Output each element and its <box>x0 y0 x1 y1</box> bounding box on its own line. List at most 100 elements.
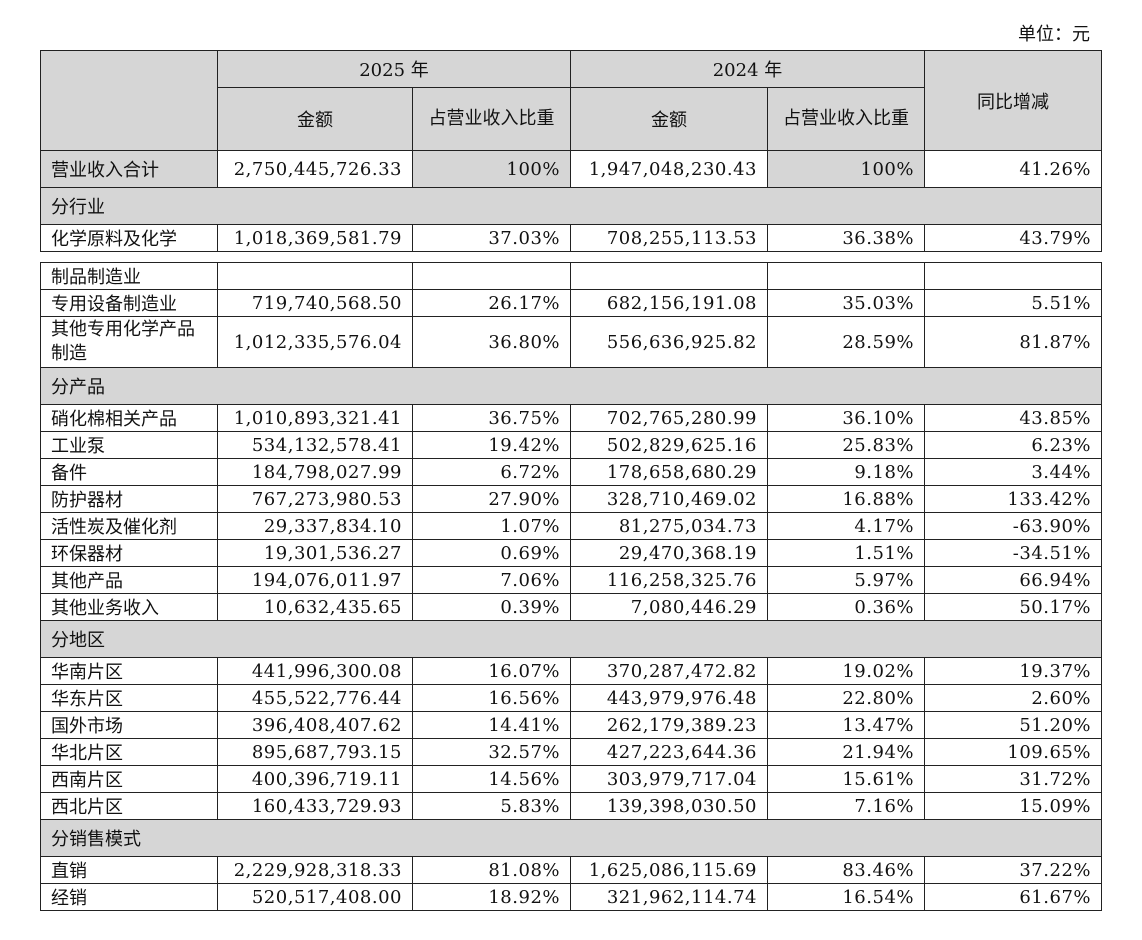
yoy-change: 2.60% <box>924 684 1102 712</box>
total-label: 营业收入合计 <box>40 150 218 188</box>
table-row: 华北片区 895,687,793.15 32.57% 427,223,644.3… <box>40 738 1102 766</box>
section-label-industry: 分行业 <box>40 187 1102 225</box>
table-row: 防护器材 767,273,980.53 27.90% 328,710,469.0… <box>40 485 1102 513</box>
row-label: 硝化棉相关产品 <box>40 404 218 432</box>
amount-2024: 370,287,472.82 <box>570 657 768 685</box>
section-row-product: 分产品 <box>40 367 1102 405</box>
amount-2024: 1,625,086,115.69 <box>570 856 768 884</box>
yoy-change: 133.42% <box>924 485 1102 513</box>
share-2024: 83.46% <box>767 856 925 884</box>
share-2025: 18.92% <box>412 883 571 911</box>
share-2024: 19.02% <box>767 657 925 685</box>
share-2024: 36.10% <box>767 404 925 432</box>
share-2025: 26.17% <box>412 289 571 317</box>
revenue-table-part1: 2025 年 2024 年 同比增减 金额 占营业收入比重 金额 占营业收入比重… <box>40 50 1102 252</box>
share-2024 <box>767 262 925 290</box>
row-label: 华东片区 <box>40 684 218 712</box>
yoy-change: 66.94% <box>924 566 1102 594</box>
section-row-industry: 分行业 <box>40 187 1102 225</box>
amount-2024: 443,979,976.48 <box>570 684 768 712</box>
product-rows: 硝化棉相关产品 1,010,893,321.41 36.75% 702,765,… <box>40 404 1102 621</box>
amount-2024: 116,258,325.76 <box>570 566 768 594</box>
row-label: 经销 <box>40 883 218 911</box>
share-2024: 36.38% <box>767 224 925 252</box>
amount-2024: 303,979,717.04 <box>570 765 768 793</box>
share-2025: 27.90% <box>412 485 571 513</box>
share-2025: 1.07% <box>412 512 571 540</box>
amount-2025: 194,076,011.97 <box>217 566 413 594</box>
yoy-change: 6.23% <box>924 431 1102 459</box>
amount-2025: 396,408,407.62 <box>217 711 413 739</box>
share-2024: 16.88% <box>767 485 925 513</box>
row-label: 西北片区 <box>40 792 218 820</box>
section-row-sales-mode: 分销售模式 <box>40 819 1102 857</box>
amount-2024: 29,470,368.19 <box>570 539 768 567</box>
table-row: 专用设备制造业 719,740,568.50 26.17% 682,156,19… <box>40 289 1102 317</box>
share-2025: 0.39% <box>412 593 571 621</box>
header-blank-cell <box>40 50 218 151</box>
yoy-change: 43.85% <box>924 404 1102 432</box>
share-2024: 35.03% <box>767 289 925 317</box>
share-2024: 5.97% <box>767 566 925 594</box>
share-2024: 15.61% <box>767 765 925 793</box>
share-2024: 28.59% <box>767 316 925 368</box>
share-2025: 5.83% <box>412 792 571 820</box>
header-year-2025: 2025 年 <box>217 50 571 88</box>
amount-2025: 10,632,435.65 <box>217 593 413 621</box>
table-row: 国外市场 396,408,407.62 14.41% 262,179,389.2… <box>40 711 1102 739</box>
amount-2024: 178,658,680.29 <box>570 458 768 486</box>
region-rows: 华南片区 441,996,300.08 16.07% 370,287,472.8… <box>40 657 1102 820</box>
share-2024: 22.80% <box>767 684 925 712</box>
yoy-change: -63.90% <box>924 512 1102 540</box>
table-row: 其他专用化学产品制造 1,012,335,576.04 36.80% 556,6… <box>40 316 1102 368</box>
amount-2024: 328,710,469.02 <box>570 485 768 513</box>
share-2024: 7.16% <box>767 792 925 820</box>
amount-2024: 7,080,446.29 <box>570 593 768 621</box>
amount-2025: 895,687,793.15 <box>217 738 413 766</box>
table-row: 直销 2,229,928,318.33 81.08% 1,625,086,115… <box>40 856 1102 884</box>
row-label: 国外市场 <box>40 711 218 739</box>
amount-2024: 427,223,644.36 <box>570 738 768 766</box>
row-label: 其他产品 <box>40 566 218 594</box>
table-row: 华东片区 455,522,776.44 16.56% 443,979,976.4… <box>40 684 1102 712</box>
share-2025: 6.72% <box>412 458 571 486</box>
table-row: 西北片区 160,433,729.93 5.83% 139,398,030.50… <box>40 792 1102 820</box>
yoy-change: 109.65% <box>924 738 1102 766</box>
amount-2025: 1,012,335,576.04 <box>217 316 413 368</box>
table-row: 制品制造业 <box>40 262 1102 290</box>
row-label: 化学原料及化学 <box>40 224 218 252</box>
yoy-change: 31.72% <box>924 765 1102 793</box>
amount-2024: 321,962,114.74 <box>570 883 768 911</box>
share-2024: 13.47% <box>767 711 925 739</box>
revenue-table-part2: 制品制造业 专用设备制造业 719,740,568.50 26.17% 682,… <box>40 262 1102 911</box>
row-label: 其他专用化学产品制造 <box>40 316 218 368</box>
header-amount-2025: 金额 <box>217 87 413 151</box>
amount-2025: 441,996,300.08 <box>217 657 413 685</box>
yoy-change: 61.67% <box>924 883 1102 911</box>
yoy-change: 37.22% <box>924 856 1102 884</box>
amount-2025: 767,273,980.53 <box>217 485 413 513</box>
share-2024: 1.51% <box>767 539 925 567</box>
row-label: 华北片区 <box>40 738 218 766</box>
share-2024: 21.94% <box>767 738 925 766</box>
amount-2024: 262,179,389.23 <box>570 711 768 739</box>
unit-label: 单位：元 <box>1018 24 1090 45</box>
yoy-change: 50.17% <box>924 593 1102 621</box>
yoy-change: 19.37% <box>924 657 1102 685</box>
table-row: 其他业务收入 10,632,435.65 0.39% 7,080,446.29 … <box>40 593 1102 621</box>
total-share-2025: 100% <box>412 150 571 188</box>
amount-2024: 502,829,625.16 <box>570 431 768 459</box>
share-2025: 19.42% <box>412 431 571 459</box>
row-label: 其他业务收入 <box>40 593 218 621</box>
amount-2025: 2,229,928,318.33 <box>217 856 413 884</box>
total-amount-2025: 2,750,445,726.33 <box>217 150 413 188</box>
yoy-change: 3.44% <box>924 458 1102 486</box>
yoy-change: 81.87% <box>924 316 1102 368</box>
yoy-change: 51.20% <box>924 711 1102 739</box>
amount-2025: 1,010,893,321.41 <box>217 404 413 432</box>
row-label: 制品制造业 <box>40 262 218 290</box>
share-2025: 7.06% <box>412 566 571 594</box>
amount-2025: 520,517,408.00 <box>217 883 413 911</box>
share-2024: 4.17% <box>767 512 925 540</box>
share-2025: 36.75% <box>412 404 571 432</box>
